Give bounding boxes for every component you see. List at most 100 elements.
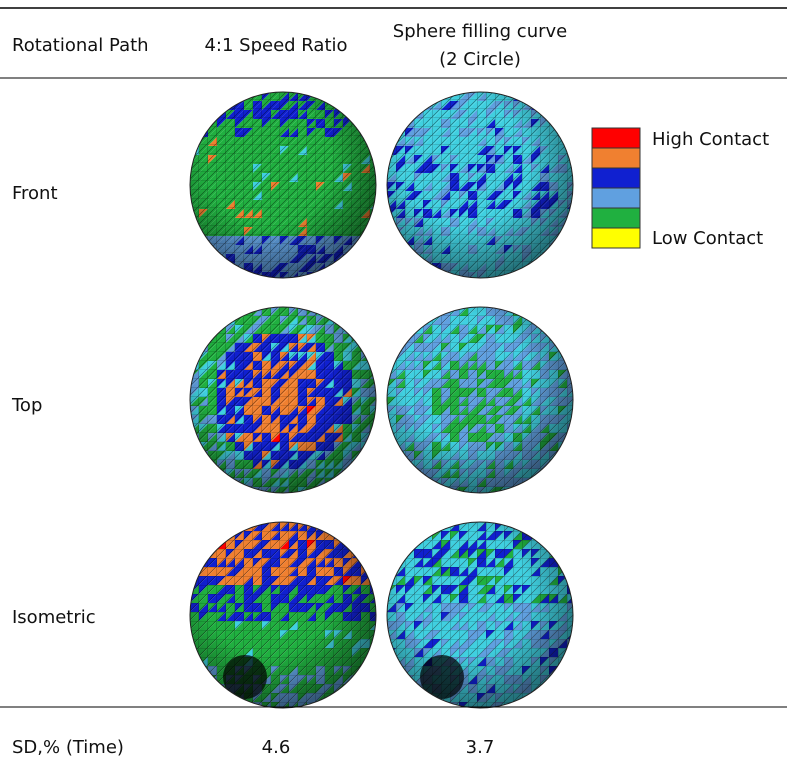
mesh-cell [387,657,396,666]
mesh-cell [235,307,244,316]
mesh-cell [190,442,199,451]
mesh-cell [208,110,217,119]
mesh-cell [387,227,396,236]
mesh-cell [316,487,325,496]
mesh-cell [405,540,414,549]
mesh-cell [558,666,567,675]
mesh-cell [244,272,253,281]
mesh-cell [522,307,531,316]
legend-swatch [592,208,640,228]
mesh-cell [325,522,334,531]
mesh-cell [370,146,379,155]
header-cell: (2 Circle) [439,49,521,70]
legend-label: High Contact [652,129,769,150]
mesh-cell [370,218,379,227]
header-cell: Rotational Path [12,35,149,56]
sphere-surface [190,307,379,496]
mesh-cell [567,576,576,585]
mesh-cell [522,307,531,316]
legend-swatch [592,168,640,188]
sphere-surface [190,92,379,281]
mesh-cell [432,92,441,101]
legend-swatch [592,188,640,208]
mesh-cell [513,487,522,496]
sphere [190,522,379,711]
sphere-surface [387,522,576,711]
mesh-cell [558,236,567,245]
mesh-cell [235,307,244,316]
mesh-cell [387,137,396,146]
mesh-cell [522,522,531,531]
mesh-cell [334,263,343,272]
mesh-cell [405,540,414,549]
mesh-cell [370,146,379,155]
mesh-cell [558,236,567,245]
sphere-shade [387,307,573,493]
mesh-cell [432,307,441,316]
mesh-cell [316,272,325,281]
spheres [190,92,576,711]
mesh-cell [361,236,370,245]
mesh-cell [190,567,199,576]
sphere [387,307,576,496]
legend-swatch [592,228,640,248]
mesh-cell [190,567,199,576]
mesh-cell [361,236,370,245]
sphere [190,92,379,281]
mesh-cell [531,693,540,702]
mesh-cell [190,352,199,361]
mesh-cell [370,433,379,442]
mesh-cell [567,218,576,227]
mesh-cell [441,487,450,496]
mesh-cell [235,92,244,101]
mesh-cell [361,666,370,675]
mesh-cell [325,92,334,101]
mesh-cell [387,227,396,236]
sphere-shade [387,522,573,708]
mesh-cell [334,263,343,272]
mesh-cell [325,307,334,316]
mesh-cell [190,442,199,451]
mesh-cell [513,272,522,281]
mesh-cell [567,433,576,442]
mesh-cell [244,487,253,496]
mesh-cell [387,567,396,576]
mesh-cell [325,307,334,316]
mesh-cell [405,325,414,334]
mesh-cell [531,478,540,487]
mesh-cell [531,478,540,487]
mesh-cell [387,442,396,451]
mesh-cell [387,137,396,146]
mesh-cell [441,487,450,496]
mesh-cell [387,567,396,576]
mesh-cell [235,522,244,531]
sphere-surface [387,307,576,496]
pole [420,655,464,699]
sphere-surface [190,522,379,711]
row-label: Top [11,395,42,416]
mesh-cell [235,522,244,531]
mesh-cell [244,487,253,496]
sphere-surface [387,92,576,281]
mesh-cell [513,272,522,281]
mesh-cell [370,648,379,657]
mesh-cell [190,137,199,146]
mesh-cell [370,361,379,370]
mesh-cell [208,540,217,549]
mesh-cell [334,478,343,487]
mesh-cell [208,540,217,549]
mesh-cell [387,352,396,361]
mesh-cell [325,522,334,531]
mesh-cell [190,227,199,236]
mesh-cell [432,522,441,531]
mesh-cell [522,92,531,101]
mesh-cell [370,218,379,227]
header-cell: 4:1 Speed Ratio [204,35,347,56]
mesh-cell [361,451,370,460]
mesh-cell [558,666,567,675]
sphere-shade [190,307,376,493]
sphere-shade [387,92,573,278]
legend-label: Low Contact [652,228,763,249]
sphere-shade [190,92,376,278]
row-label: Isometric [12,607,96,628]
